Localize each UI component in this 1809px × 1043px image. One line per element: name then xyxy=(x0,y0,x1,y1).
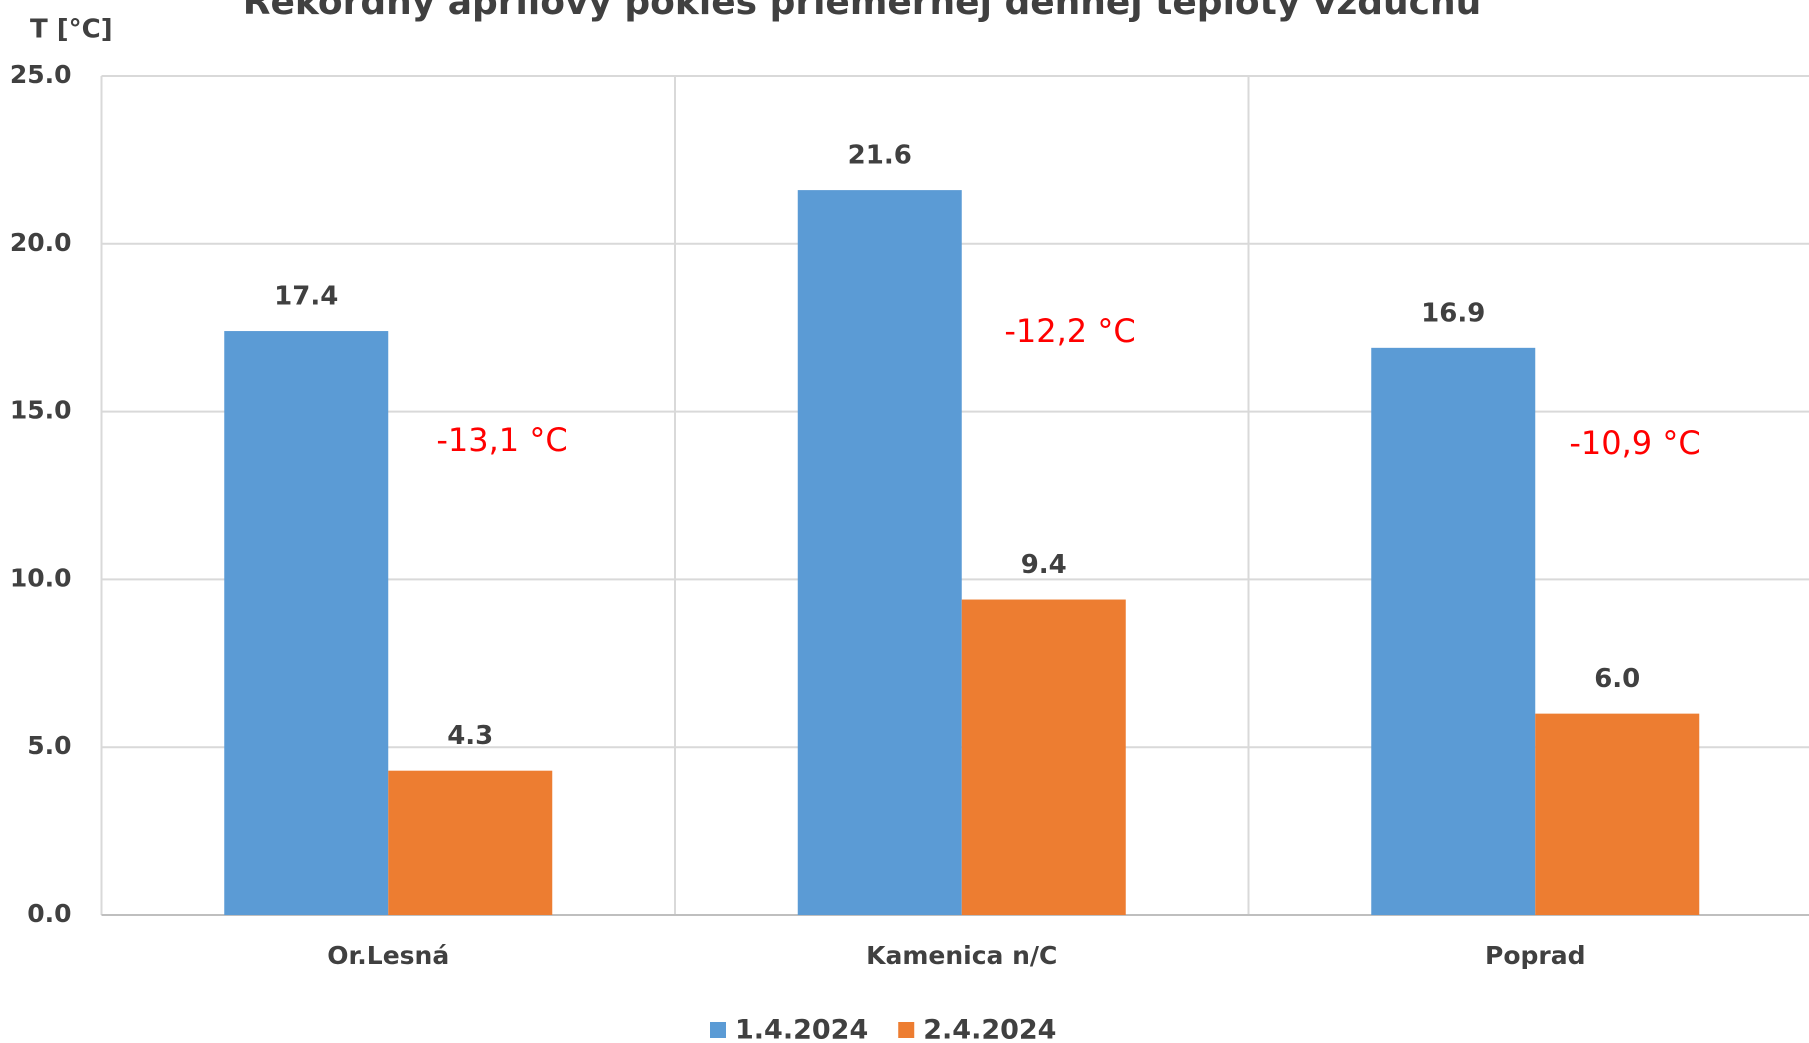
annotation: -13,1 °C xyxy=(436,421,567,459)
data-label: 4.3 xyxy=(447,721,493,751)
y-axis-label: T [°C] xyxy=(30,15,113,45)
data-label: 17.4 xyxy=(274,282,338,312)
y-tick-label: 15.0 xyxy=(10,396,72,425)
y-tick-label: 20.0 xyxy=(10,228,72,257)
chart-title: Rekordný aprílový pokles priemernej denn… xyxy=(243,0,1482,23)
annotation: -12,2 °C xyxy=(1004,312,1135,350)
bar xyxy=(1371,347,1536,915)
bar xyxy=(961,599,1126,915)
x-tick-label: Poprad xyxy=(1485,941,1586,970)
y-tick-label: 5.0 xyxy=(27,731,71,760)
data-label: 6.0 xyxy=(1594,664,1640,694)
y-tick-label: 10.0 xyxy=(10,563,72,592)
y-tick-label: 0.0 xyxy=(27,899,71,928)
bar xyxy=(1535,713,1700,915)
data-label: 16.9 xyxy=(1421,298,1485,328)
x-tick-label: Kamenica n/C xyxy=(866,941,1057,970)
bar xyxy=(388,770,553,915)
data-label: 21.6 xyxy=(848,141,912,171)
annotation: -10,9 °C xyxy=(1569,424,1700,462)
legend-label: 2.4.2024 xyxy=(923,1015,1056,1043)
data-label: 9.4 xyxy=(1021,550,1067,580)
x-tick-label: Or.Lesná xyxy=(327,941,449,970)
bar xyxy=(797,190,962,915)
legend-label: 1.4.2024 xyxy=(735,1015,868,1043)
y-tick-label: 25.0 xyxy=(10,60,72,89)
legend-swatch xyxy=(710,1022,726,1038)
legend-swatch xyxy=(898,1022,915,1038)
bar xyxy=(224,331,389,915)
